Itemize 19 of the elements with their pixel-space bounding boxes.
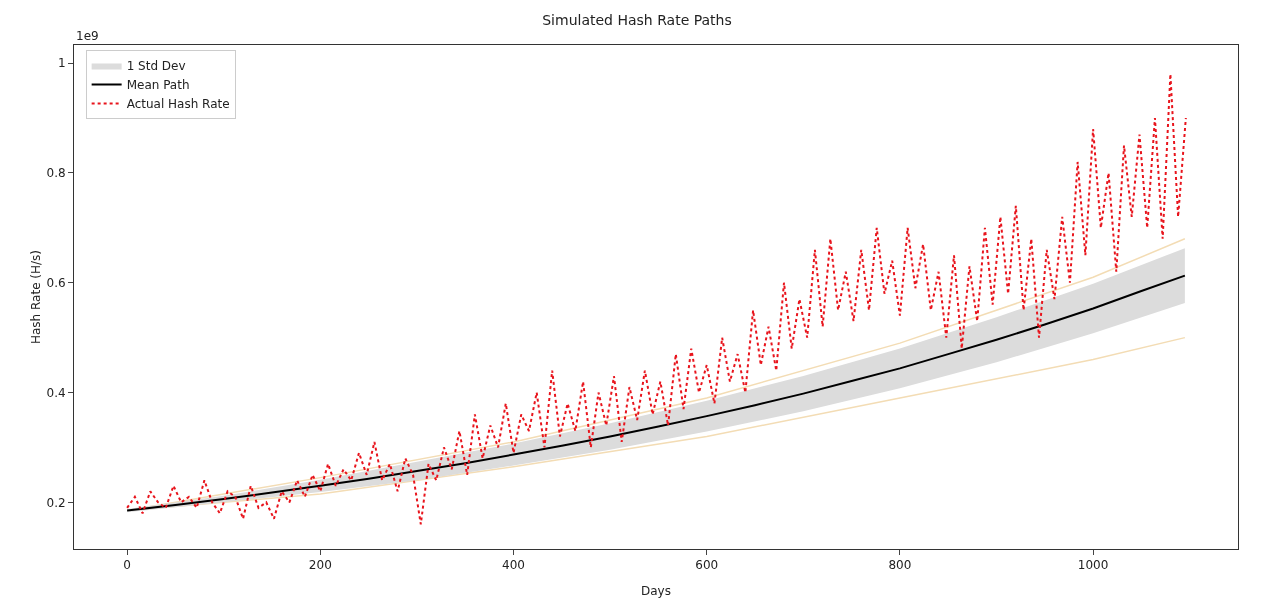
x-tick-label: 400: [502, 558, 525, 573]
y-tick-label: 0.4: [46, 385, 66, 400]
line-series: [126, 73, 1187, 526]
chart-title: Simulated Hash Rate Paths: [542, 11, 732, 28]
x-tick-label: 600: [695, 558, 719, 573]
x-tick-label: 800: [888, 558, 912, 573]
x-tick-label: 200: [308, 558, 332, 573]
legend-label: Mean Path: [126, 78, 190, 93]
x-axis-title: Days: [641, 584, 671, 598]
y-axis-title: Hash Rate (H/s): [29, 249, 43, 345]
y-tick-label: 0.6: [46, 275, 66, 290]
x-tick-label: 1000: [1077, 558, 1109, 573]
legend-label: Actual Hash Rate: [126, 97, 230, 112]
legend-label: 1 Std Dev: [126, 59, 186, 74]
y-tick-label: 0.8: [46, 166, 66, 181]
x-tick-label: 0: [123, 558, 131, 573]
y-tick-label: 0.2: [46, 495, 66, 510]
y-tick-label: 1: [57, 56, 66, 71]
text: 1e9: [76, 29, 99, 43]
